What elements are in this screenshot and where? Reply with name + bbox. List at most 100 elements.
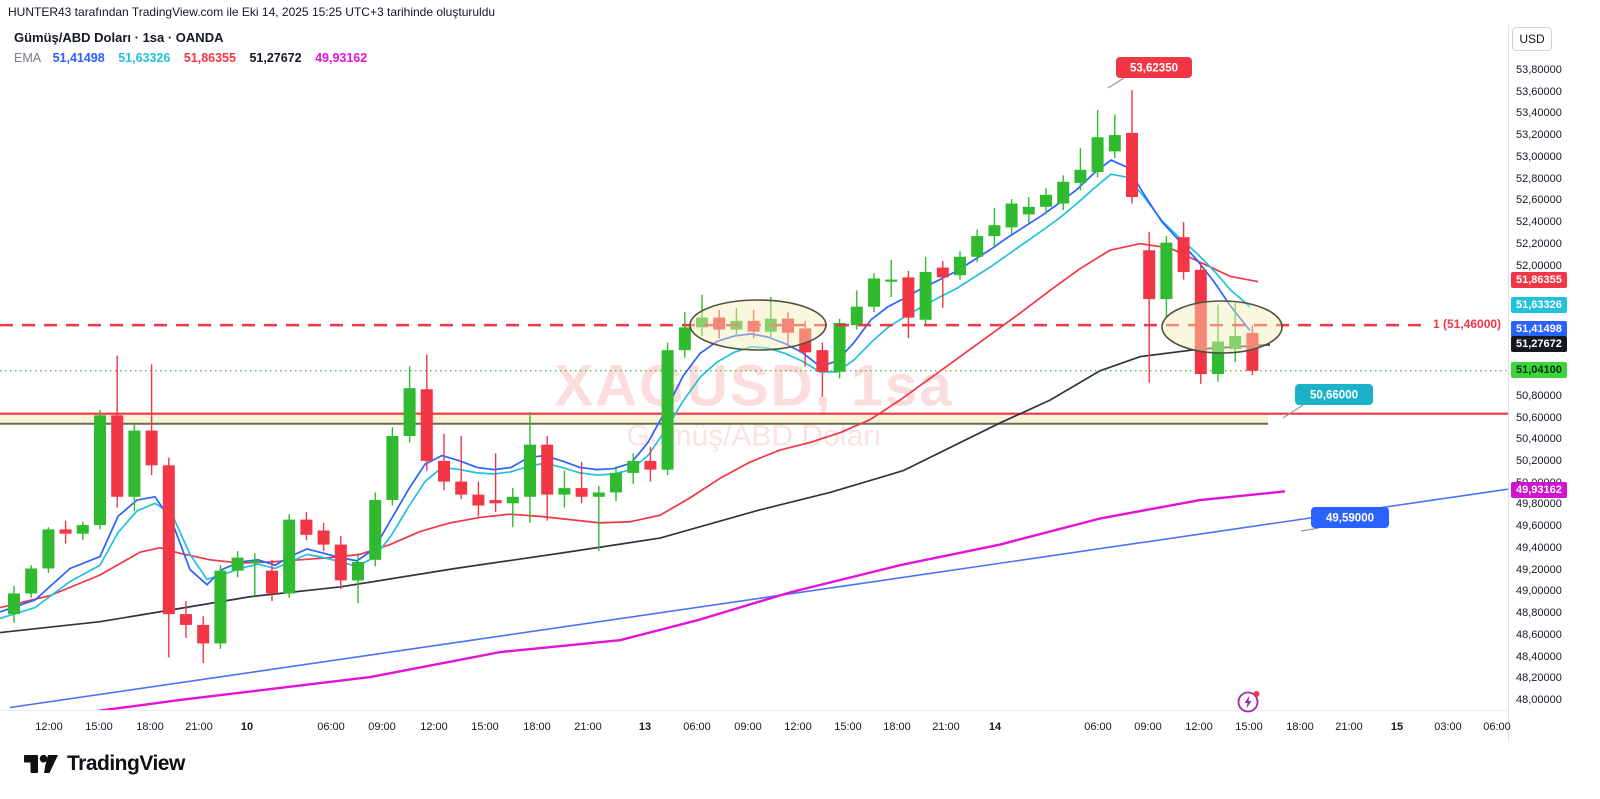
candle-down — [300, 519, 313, 535]
fib-level-label[interactable]: 1 (51,46000) — [1433, 317, 1502, 331]
time-tick-label: 03:00 — [1434, 721, 1462, 733]
candle-up — [885, 279, 898, 282]
candle-down — [575, 488, 588, 497]
price-tick-label: 50,60000 — [1516, 411, 1562, 424]
price-callout[interactable] — [1311, 507, 1389, 528]
price-axis-value-label: 51,86355 — [1511, 272, 1567, 289]
price-callout-text: 50,66000 — [1310, 390, 1358, 402]
candle-up — [248, 560, 261, 563]
price-tick-label: 49,40000 — [1516, 541, 1562, 554]
candle-down — [489, 500, 502, 504]
price-axis-value-label: 51,41498 — [1511, 321, 1567, 338]
candle-up — [403, 388, 416, 436]
candle-up — [919, 271, 932, 320]
candle-down — [1143, 250, 1156, 300]
price-tick-label: 49,60000 — [1516, 520, 1562, 533]
candle-up — [1005, 203, 1018, 228]
candle-down — [936, 267, 949, 278]
time-scale[interactable]: 12:00 15:00 18:00 21:00 10 06:00 09:00 12:00 15:… — [0, 710, 1511, 743]
tradingview-logo-icon — [24, 754, 58, 773]
price-tick-label: 50,80000 — [1516, 389, 1562, 402]
candle-up — [524, 444, 536, 497]
candle-up — [283, 519, 296, 594]
candle-down — [111, 415, 124, 497]
candle-down — [455, 481, 468, 495]
time-tick-label: 06:00 — [1483, 721, 1511, 733]
price-tick-label: 48,60000 — [1516, 628, 1562, 641]
candle-up — [610, 472, 622, 493]
candle-down — [541, 444, 554, 495]
candle-down — [782, 318, 794, 333]
candle-down — [1194, 269, 1207, 375]
trendline[interactable] — [9, 488, 1508, 709]
ema-value-cyan: 51,63326 — [118, 51, 171, 65]
lightning-icon[interactable] — [1234, 686, 1264, 716]
time-tick-label: 18:00 — [1286, 721, 1314, 733]
time-tick-label: 12:00 — [1185, 721, 1213, 733]
candle-down — [438, 460, 450, 482]
price-callout-text: 49,59000 — [1326, 513, 1374, 525]
highlight-ellipse[interactable] — [689, 299, 827, 351]
price-tick-label: 53,40000 — [1516, 107, 1562, 120]
candle-up — [678, 327, 691, 351]
price-callout[interactable] — [1116, 57, 1192, 78]
candle-up — [386, 435, 399, 501]
price-tick-label: 48,00000 — [1516, 694, 1562, 706]
candle-up — [231, 557, 244, 571]
candle-down — [197, 624, 210, 644]
candle-up — [627, 460, 640, 473]
price-tick-label: 52,40000 — [1516, 216, 1562, 229]
price-tick-label: 50,40000 — [1516, 433, 1562, 446]
candle-down — [644, 460, 657, 470]
candle-up — [696, 317, 708, 328]
time-tick-label: 15:00 — [834, 721, 862, 733]
tradingview-logo[interactable]: TradingView — [24, 750, 185, 778]
candle-up — [352, 561, 364, 581]
time-tick-label: 06:00 — [317, 721, 345, 733]
candle-down — [59, 529, 72, 534]
tradingview-logo-text: TradingView — [67, 752, 185, 775]
legend: Gümüş/ABD Doları · 1sa · OANDA EMA 51,41… — [14, 30, 377, 65]
symbol-title[interactable]: Gümüş/ABD Doları · 1sa · OANDA — [14, 30, 224, 45]
highlight-ellipse[interactable] — [1161, 300, 1283, 354]
time-tick-label: 12:00 — [784, 721, 812, 733]
price-tick-label: 48,80000 — [1516, 607, 1562, 620]
price-axis-value-label: 51,04100 — [1511, 361, 1567, 378]
currency-toggle-button[interactable]: USD — [1512, 27, 1552, 51]
time-tick-label: 12:00 — [35, 721, 63, 733]
candle-down — [180, 614, 192, 625]
time-tick-day-label: 14 — [988, 721, 1002, 733]
candle-down — [162, 465, 175, 615]
price-callout-text: 53,62350 — [1130, 63, 1178, 75]
price-scale[interactable]: 53,80000 53,60000 53,40000 53,20000 53,00000… — [1508, 25, 1600, 742]
candle-up — [868, 278, 880, 307]
time-tick-label: 06:00 — [683, 721, 711, 733]
candle-up — [1074, 169, 1087, 183]
ema-indicator-row[interactable]: EMA 51,41498 51,63326 51,86355 51,27672 … — [14, 51, 377, 65]
price-callout[interactable] — [1295, 384, 1373, 405]
attribution-text: HUNTER43 tarafından TradingView.com ile … — [8, 5, 496, 19]
callout-tail — [1282, 404, 1304, 419]
candle-up — [1057, 181, 1070, 204]
time-tick-label: 15:00 — [1235, 721, 1263, 733]
time-tick-label: 12:00 — [420, 721, 448, 733]
price-axis-value-label: 51,63326 — [1511, 297, 1567, 314]
time-tick-label: 21:00 — [574, 721, 602, 733]
price-tick-label: 53,00000 — [1516, 150, 1562, 163]
ema-magenta-line — [95, 490, 1286, 710]
candle-up — [76, 525, 89, 534]
callout-tail — [1300, 527, 1320, 532]
candle-up — [661, 350, 674, 470]
candle-up — [369, 500, 382, 560]
candle-down — [145, 430, 158, 466]
candle-up — [954, 256, 966, 276]
candle-down — [420, 389, 433, 461]
support-zone[interactable] — [0, 413, 1268, 424]
candle-up — [42, 529, 55, 569]
candle-up — [1212, 341, 1224, 375]
price-tick-label: 48,20000 — [1516, 672, 1562, 685]
ema-value-black: 51,27672 — [249, 51, 302, 65]
candle-up — [988, 225, 1001, 237]
price-tick-label: 52,80000 — [1516, 172, 1562, 185]
